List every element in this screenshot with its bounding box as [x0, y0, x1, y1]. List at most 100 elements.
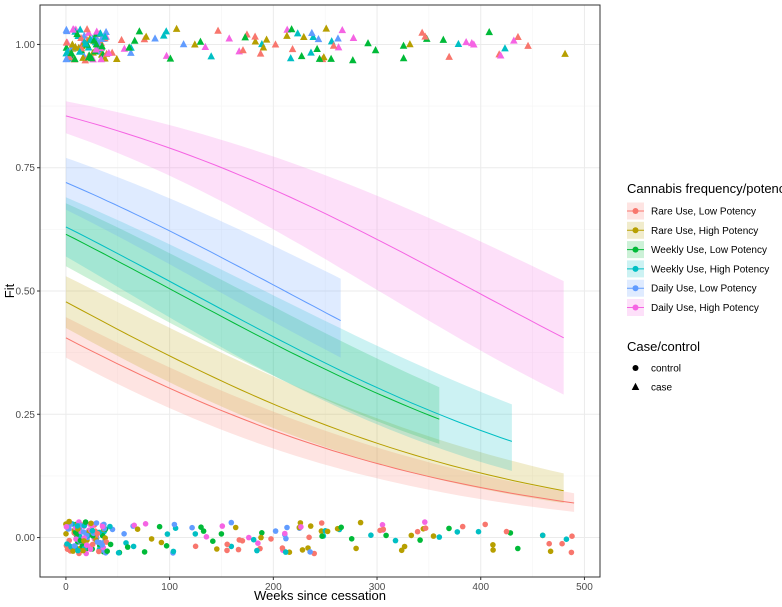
control-point — [490, 542, 496, 548]
control-point — [255, 540, 261, 546]
y-axis: 0.00 0.25 0.50 0.75 1.00 — [16, 40, 40, 544]
y-tick-label: 0.00 — [16, 533, 36, 544]
case-point — [251, 37, 260, 45]
control-point — [246, 534, 252, 541]
legend-key-dot — [632, 304, 639, 311]
x-tick-label: 300 — [369, 582, 386, 593]
control-point — [254, 547, 260, 554]
confidence-band — [65, 197, 512, 472]
case-point — [92, 40, 101, 48]
case-point — [172, 24, 181, 32]
case-point — [83, 25, 91, 33]
fit-line — [65, 115, 564, 339]
control-point — [97, 540, 104, 546]
fit-line — [65, 301, 564, 492]
control-point — [142, 521, 149, 527]
y-tick-label: 0.25 — [16, 410, 36, 421]
x-tick-label: 500 — [576, 582, 593, 593]
control-point — [89, 528, 96, 534]
confidence-band — [65, 157, 341, 358]
control-point — [284, 524, 290, 531]
legend-label: case — [651, 383, 673, 394]
confidence-band — [65, 101, 564, 395]
control-point — [268, 536, 274, 542]
case-point — [166, 54, 175, 62]
control-point — [357, 519, 364, 526]
case-point — [256, 49, 265, 57]
x-axis-title: Weeks since cessation — [254, 588, 386, 603]
control-point — [214, 546, 220, 552]
control-point — [88, 520, 94, 527]
case-point — [77, 33, 85, 42]
legend-label: Weekly Use, High Potency — [651, 264, 769, 275]
control-point — [228, 519, 235, 526]
case-point — [468, 39, 476, 47]
case-point — [462, 38, 470, 46]
control-point — [80, 547, 86, 554]
case-point — [287, 25, 296, 33]
case-point — [117, 35, 126, 43]
control-point — [93, 520, 100, 526]
case-point — [102, 27, 110, 36]
control-point — [131, 522, 137, 529]
x-tick-label: 200 — [265, 582, 282, 593]
case-point — [127, 48, 135, 56]
case-point — [241, 33, 249, 41]
case-point — [283, 31, 291, 39]
control-point — [130, 543, 137, 550]
control-point — [200, 528, 207, 534]
case-point — [151, 34, 159, 42]
case-point — [162, 27, 171, 35]
case-point — [113, 54, 121, 62]
case-point — [485, 27, 494, 36]
control-point — [164, 531, 171, 537]
case-point — [135, 27, 144, 35]
legend-color-title: Cannabis frequency/potency — [627, 181, 782, 196]
case-point — [62, 25, 71, 33]
case-point — [97, 55, 105, 63]
legend-key-dot — [632, 208, 639, 214]
case-point — [314, 35, 323, 43]
case-point — [130, 36, 139, 44]
grid-major — [40, 5, 600, 577]
confidence-band — [65, 203, 440, 444]
control-point — [258, 534, 264, 541]
control-point — [83, 542, 90, 548]
case-point — [179, 40, 188, 48]
control-point — [63, 531, 69, 537]
legend-label: Daily Use, High Potency — [651, 303, 759, 314]
case-point — [371, 46, 380, 54]
control-point — [235, 546, 242, 553]
control-point — [104, 548, 110, 554]
case-point — [308, 28, 316, 37]
control-point — [338, 524, 345, 531]
confidence-bands — [65, 101, 575, 512]
control-point — [63, 524, 70, 530]
case-point — [62, 49, 71, 57]
case-point — [445, 52, 453, 60]
case-point — [92, 45, 100, 53]
case-point — [399, 54, 408, 62]
control-point — [490, 547, 496, 553]
control-point — [232, 524, 239, 531]
legend-key-dot — [632, 285, 639, 292]
control-point — [422, 525, 429, 531]
case-point — [501, 44, 509, 52]
control-point — [482, 521, 489, 528]
confidence-band — [65, 276, 564, 503]
case-point — [262, 35, 271, 43]
case-point — [239, 46, 247, 54]
case-point — [329, 41, 338, 49]
x-tick-label: 0 — [63, 582, 69, 593]
case-point — [96, 29, 105, 37]
case-point — [309, 32, 317, 40]
control-point — [75, 547, 81, 554]
control-point — [414, 528, 421, 535]
legend-label: Rare Use, High Potency — [651, 226, 758, 237]
case-point — [225, 34, 234, 42]
control-point — [203, 534, 210, 540]
case-point — [98, 42, 106, 50]
case-point — [201, 42, 210, 51]
control-point — [436, 534, 443, 540]
